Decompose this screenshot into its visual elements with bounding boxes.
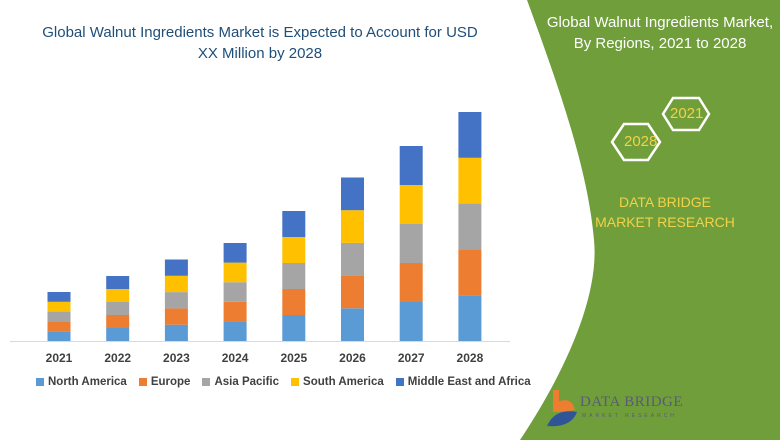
- bar-segment-2028-middle-east-and-africa: [458, 112, 482, 158]
- x-tick-label: 2025: [280, 351, 307, 365]
- x-tick-label: 2027: [398, 351, 425, 365]
- bar-segment-2026-europe: [341, 275, 364, 309]
- bar-segment-2022-north-america: [106, 328, 130, 341]
- legend-item: Europe: [138, 376, 191, 388]
- brand-text: DATA BRIDGE MARKET RESEARCH: [595, 194, 735, 230]
- bar-segment-2023-south-america: [164, 275, 188, 293]
- bar-segment-2024-middle-east-and-africa: [223, 243, 247, 263]
- x-tick-label: 2028: [457, 351, 484, 365]
- bar-segment-2021-north-america: [47, 331, 71, 341]
- x-tick-label: 2021: [46, 351, 73, 365]
- bar-segment-2027-south-america: [399, 185, 423, 224]
- legend-swatch: [36, 378, 44, 386]
- bar-segment-2022-asia-pacific: [106, 302, 130, 315]
- legend-label: Asia Pacific: [214, 376, 280, 388]
- legend-label: Europe: [150, 376, 191, 388]
- bar-segment-2021-europe: [47, 321, 71, 332]
- bar-segment-2028-south-america: [458, 157, 482, 204]
- hexagon-2028: [610, 122, 662, 162]
- legend-swatch: [291, 378, 300, 386]
- bar-segment-2027-middle-east-and-africa: [399, 146, 423, 185]
- bar-segment-2023-asia-pacific: [164, 292, 188, 309]
- bar-segment-2025-middle-east-and-africa: [282, 211, 306, 237]
- data-bridge-logo-icon: [547, 390, 577, 427]
- legend-label: South America: [303, 376, 384, 388]
- bar-segment-2025-asia-pacific: [282, 263, 306, 289]
- bar-segment-2025-north-america: [282, 315, 306, 341]
- bar-segment-2027-europe: [399, 263, 423, 302]
- bar-segment-2022-south-america: [106, 289, 130, 302]
- legend-swatch: [395, 378, 404, 386]
- chart-title: Global Walnut Ingredients Market is Expe…: [42, 24, 478, 62]
- legend-item: South America: [291, 376, 384, 388]
- legend-swatch: [202, 378, 211, 386]
- bar-segment-2026-south-america: [341, 210, 364, 243]
- bar-segment-2021-south-america: [47, 301, 71, 312]
- bar-segment-2027-asia-pacific: [399, 224, 423, 263]
- x-tick-label: 2022: [104, 351, 131, 365]
- bar-segment-2022-europe: [106, 315, 130, 328]
- bar-segment-2023-europe: [164, 308, 188, 325]
- green-panel: [520, 0, 780, 440]
- side-title: Global Walnut Ingredients Market, By Reg…: [546, 14, 774, 52]
- bar-segment-2023-north-america: [164, 324, 188, 341]
- hex-end-label: 2028: [624, 133, 658, 150]
- logo-text: DATA BRIDGE: [580, 394, 684, 410]
- x-tick-label: 2024: [222, 351, 249, 365]
- bar-segment-2027-north-america: [399, 302, 423, 341]
- bar-segment-2028-asia-pacific: [458, 203, 482, 250]
- bar-segment-2025-europe: [282, 289, 306, 315]
- bar-segment-2026-north-america: [341, 308, 364, 341]
- x-tick-label: 2023: [163, 351, 190, 365]
- bar-segment-2025-south-america: [282, 237, 306, 263]
- legend-item: Middle East and Africa: [395, 376, 531, 388]
- hexagon-2021: [661, 96, 711, 132]
- bar-segment-2028-north-america: [458, 295, 482, 341]
- logo-subtext: MARKET RESEARCH: [582, 413, 677, 419]
- bar-segment-2021-asia-pacific: [47, 311, 71, 322]
- bar-segment-2026-asia-pacific: [341, 242, 364, 276]
- legend: North America Europe Asia Pacific South Ame…: [36, 376, 531, 388]
- hex-start-label: 2021: [670, 105, 704, 122]
- x-tick-label: 2026: [339, 351, 366, 365]
- legend-item: North America: [36, 376, 127, 388]
- legend-label: Middle East and Africa: [407, 376, 531, 388]
- bar-segment-2023-middle-east-and-africa: [164, 259, 188, 276]
- bar-segment-2026-middle-east-and-africa: [341, 177, 364, 211]
- bar-segment-2024-asia-pacific: [223, 282, 247, 302]
- legend-swatch: [138, 378, 147, 386]
- bar-segment-2021-middle-east-and-africa: [47, 292, 71, 302]
- legend-label: North America: [48, 376, 127, 388]
- bar-segment-2024-south-america: [223, 262, 247, 283]
- bar-segment-2024-europe: [223, 301, 247, 322]
- legend-item: Asia Pacific: [202, 376, 279, 388]
- bar-segment-2024-north-america: [223, 321, 247, 341]
- bar-segment-2022-middle-east-and-africa: [106, 276, 130, 289]
- bar-segment-2028-europe: [458, 249, 482, 296]
